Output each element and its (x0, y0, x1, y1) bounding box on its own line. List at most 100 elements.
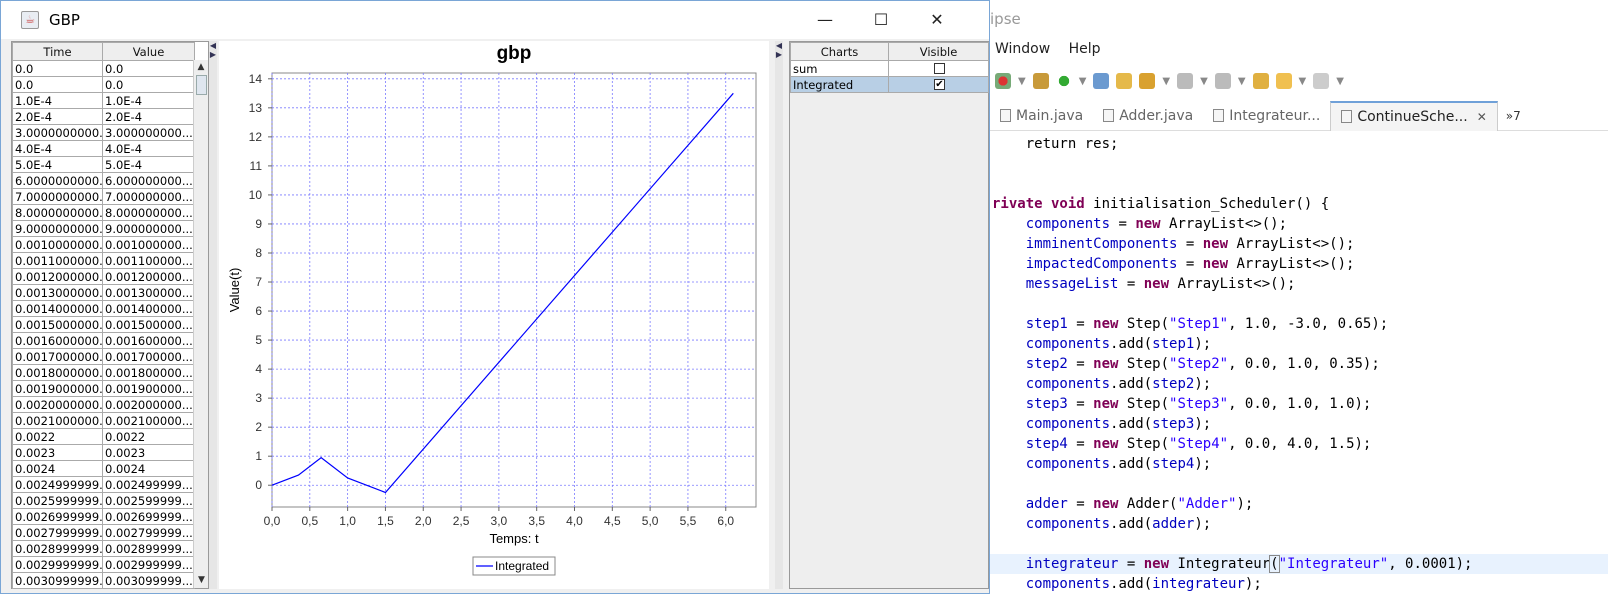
time-cell[interactable]: 0.0 (12, 60, 103, 77)
value-cell[interactable]: 0.0024 (102, 460, 195, 477)
time-cell[interactable]: 7.0000000000... (12, 188, 103, 205)
last-edit-icon[interactable] (1252, 73, 1269, 89)
maximize-button[interactable]: ☐ (873, 10, 889, 29)
collapse-left-icon[interactable]: ◀ (209, 41, 217, 50)
visible-cell[interactable]: ✔ (888, 76, 989, 93)
value-cell[interactable]: 0.002999999... (102, 556, 195, 573)
code-line[interactable] (990, 294, 1608, 314)
value-cell[interactable]: 5.0E-4 (102, 156, 195, 173)
code-line[interactable]: imminentComponents = new ArrayList<>(); (990, 234, 1608, 254)
time-cell[interactable]: 0.0026999999... (12, 508, 103, 525)
code-line[interactable]: impactedComponents = new ArrayList<>(); (990, 254, 1608, 274)
time-cell[interactable]: 0.0024999999... (12, 476, 103, 493)
time-cell[interactable]: 8.0000000000... (12, 204, 103, 221)
close-icon[interactable]: ✕ (1476, 109, 1487, 124)
tab-integrateur-java[interactable]: Integrateur... (1203, 101, 1330, 131)
code-line[interactable]: adder = new Adder("Adder"); (990, 494, 1608, 514)
table-row[interactable]: 0.0 0.0 (12, 60, 195, 77)
new-class-icon[interactable] (1055, 73, 1072, 89)
value-cell[interactable]: 0.002899999... (102, 540, 195, 557)
table-row[interactable]: 6.0000000000... 6.000000000... (12, 172, 195, 189)
value-cell[interactable]: 0.001500000... (102, 316, 195, 333)
value-cell[interactable]: 0.003099999... (102, 572, 195, 589)
value-cell[interactable]: 2.0E-4 (102, 108, 195, 125)
table-row[interactable]: 0.0017000000... 0.001700000... (12, 348, 195, 365)
table-row[interactable]: 0.0015000000... 0.001500000... (12, 316, 195, 333)
table-scrollbar[interactable]: ▲ ▼ (193, 60, 208, 588)
value-cell[interactable]: 0.002100000... (102, 412, 195, 429)
time-cell[interactable]: 0.0021000000... (12, 412, 103, 429)
back-icon[interactable] (1275, 73, 1292, 89)
debug-icon[interactable] (995, 73, 1011, 89)
table-row[interactable]: 0.0025999999... 0.002599999... (12, 492, 195, 509)
time-cell[interactable]: 2.0E-4 (12, 108, 103, 125)
code-line[interactable]: return res; (990, 134, 1608, 154)
value-cell[interactable]: 0.001600000... (102, 332, 195, 349)
code-line[interactable]: step1 = new Step("Step1", 1.0, -3.0, 0.6… (990, 314, 1608, 334)
time-cell[interactable]: 0.0024 (12, 460, 103, 477)
code-line[interactable]: components = new ArrayList<>(); (990, 214, 1608, 234)
dropdown-icon[interactable]: ▼ (1200, 75, 1208, 87)
value-cell[interactable]: 7.000000000... (102, 188, 195, 205)
time-cell[interactable]: 5.0E-4 (12, 156, 103, 173)
chart-name-cell[interactable]: sum (790, 60, 889, 77)
table-row[interactable]: 8.0000000000... 8.000000000... (12, 204, 195, 221)
pen-icon[interactable] (1139, 73, 1156, 89)
time-cell[interactable]: 0.0014000000... (12, 300, 103, 317)
table-row[interactable]: 0.0012000000... 0.001200000... (12, 268, 195, 285)
table-row[interactable]: 0.0023 0.0023 (12, 444, 195, 461)
menu-help[interactable]: Help (1068, 41, 1101, 57)
column-header-charts[interactable]: Charts (790, 42, 889, 61)
value-cell[interactable]: 0.001400000... (102, 300, 195, 317)
time-cell[interactable]: 0.0 (12, 76, 103, 93)
right-split-divider[interactable]: ◀ ▶ (775, 41, 783, 589)
code-editor[interactable]: return res; rivate void initialisation_Sc… (990, 134, 1608, 594)
time-cell[interactable]: 0.0023 (12, 444, 103, 461)
dropdown-icon[interactable]: ▼ (1162, 75, 1171, 87)
value-cell[interactable]: 6.000000000... (102, 172, 195, 189)
column-header-time[interactable]: Time (12, 42, 103, 61)
forward-icon[interactable] (1313, 73, 1330, 89)
scroll-thumb[interactable] (196, 75, 207, 95)
server-icon[interactable] (1032, 73, 1049, 89)
table-row[interactable]: 0.0 0.0 (12, 76, 195, 93)
value-cell[interactable]: 0.001200000... (102, 268, 195, 285)
value-cell[interactable]: 0.001300000... (102, 284, 195, 301)
code-line[interactable]: step4 = new Step("Step4", 0.0, 4.0, 1.5)… (990, 434, 1608, 454)
tab-adder-java[interactable]: Adder.java (1093, 101, 1203, 131)
code-line[interactable] (990, 154, 1608, 174)
code-line[interactable] (990, 534, 1608, 554)
table-row[interactable]: 0.0020000000... 0.002000000... (12, 396, 195, 413)
table-row[interactable]: 0.0024 0.0024 (12, 460, 195, 477)
table-row[interactable]: 0.0014000000... 0.001400000... (12, 300, 195, 317)
value-cell[interactable]: 0.0022 (102, 428, 195, 445)
code-line[interactable]: integrateur = new Integrateur("Integrate… (990, 554, 1608, 574)
table-row[interactable]: 2.0E-4 2.0E-4 (12, 108, 195, 125)
table-row[interactable]: 9.0000000000... 9.000000000... (12, 220, 195, 237)
close-button[interactable]: ✕ (930, 10, 944, 29)
table-row[interactable]: 0.0028999999... 0.002899999... (12, 540, 195, 557)
value-cell[interactable]: 0.001900000... (102, 380, 195, 397)
code-line[interactable]: step2 = new Step("Step2", 0.0, 1.0, 0.35… (990, 354, 1608, 374)
value-cell[interactable]: 0.002799999... (102, 524, 195, 541)
time-cell[interactable]: 3.0000000000... (12, 124, 103, 141)
time-cell[interactable]: 0.0011000000... (12, 252, 103, 269)
table-row[interactable]: 0.0022 0.0022 (12, 428, 195, 445)
code-line[interactable] (990, 174, 1608, 194)
table-row[interactable]: 0.0018000000... 0.001800000... (12, 364, 195, 381)
table-row[interactable]: 0.0021000000... 0.002100000... (12, 412, 195, 429)
expand-right-icon[interactable]: ▶ (209, 50, 217, 59)
table-row[interactable]: 0.0026999999... 0.002699999... (12, 508, 195, 525)
value-cell[interactable]: 9.000000000... (102, 220, 195, 237)
dropdown-icon[interactable]: ▼ (1018, 75, 1026, 87)
prev-annotation-icon[interactable] (1214, 73, 1231, 89)
code-line[interactable]: rivate void initialisation_Scheduler() { (990, 194, 1608, 214)
value-cell[interactable]: 0.001000000... (102, 236, 195, 253)
time-cell[interactable]: 0.0028999999... (12, 540, 103, 557)
table-row[interactable]: 7.0000000000... 7.000000000... (12, 188, 195, 205)
value-cell[interactable]: 0.002000000... (102, 396, 195, 413)
value-cell[interactable]: 0.0023 (102, 444, 195, 461)
value-cell[interactable]: 0.0 (102, 76, 195, 93)
table-row[interactable]: 4.0E-4 4.0E-4 (12, 140, 195, 157)
time-cell[interactable]: 4.0E-4 (12, 140, 103, 157)
